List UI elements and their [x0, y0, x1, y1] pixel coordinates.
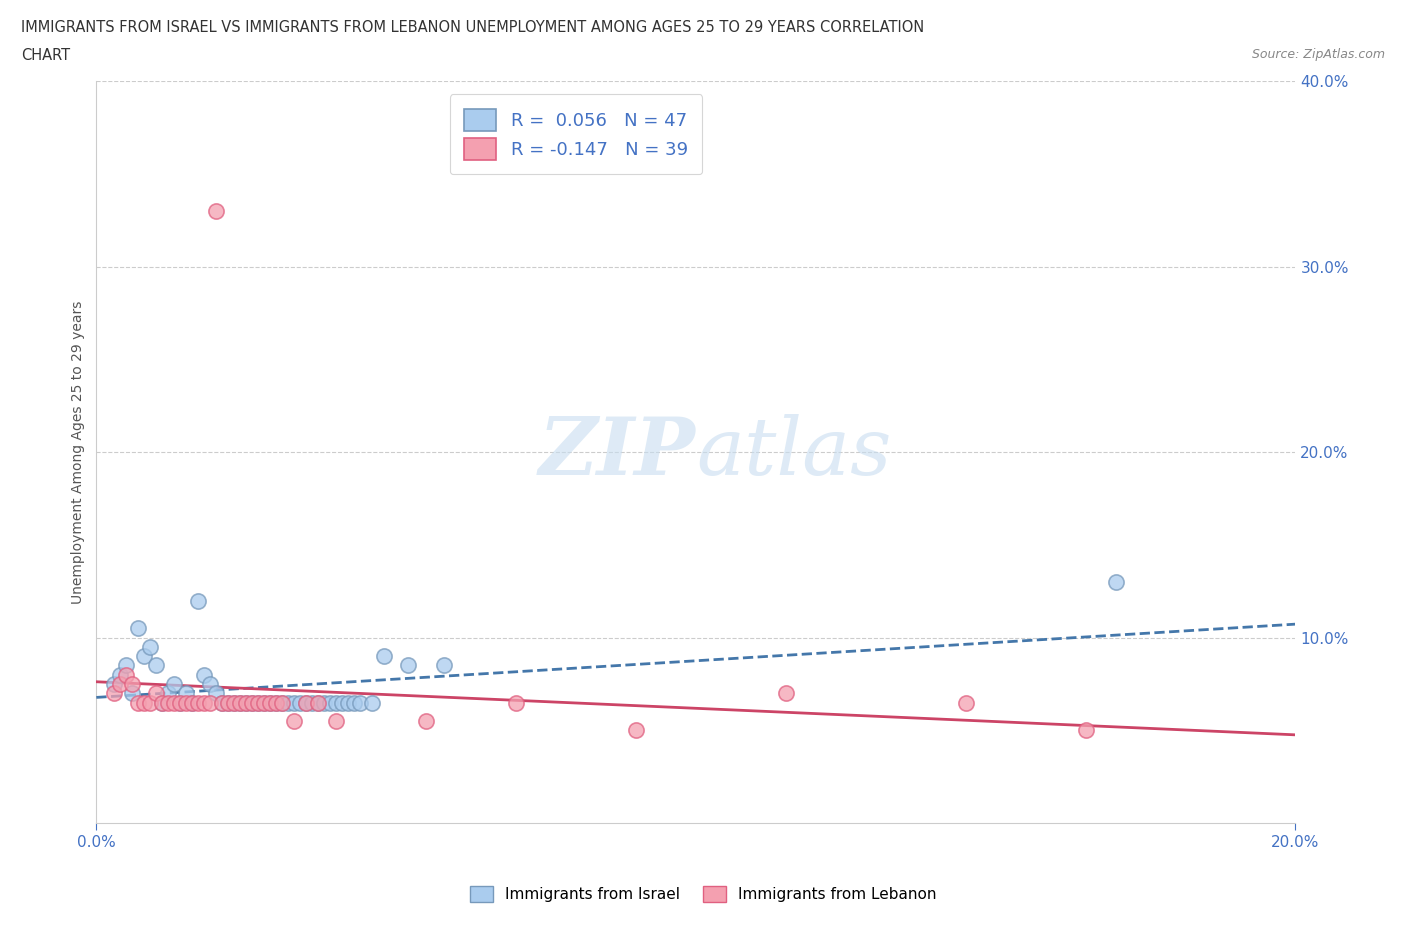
Point [271, 695, 294, 710]
Point [211, 695, 233, 710]
Point [174, 695, 197, 710]
Y-axis label: Unemployment Among Ages 25 to 29 years: Unemployment Among Ages 25 to 29 years [72, 300, 86, 604]
Point [200, 695, 222, 710]
Point [163, 695, 186, 710]
Point [163, 677, 186, 692]
Point [169, 695, 191, 710]
Point [240, 695, 263, 710]
Point [349, 695, 371, 710]
Point [150, 695, 173, 710]
Point [290, 695, 312, 710]
Point [624, 723, 647, 737]
Point [193, 695, 215, 710]
Point [187, 593, 209, 608]
Point [115, 668, 138, 683]
Point [145, 658, 167, 673]
Point [115, 658, 138, 673]
Point [247, 695, 270, 710]
Point [361, 695, 384, 710]
Point [224, 695, 246, 710]
Point [330, 695, 353, 710]
Point [134, 695, 156, 710]
Point [229, 695, 252, 710]
Point [121, 677, 143, 692]
Point [325, 695, 347, 710]
Point [217, 695, 239, 710]
Point [134, 649, 156, 664]
Point [127, 621, 149, 636]
Legend: R =  0.056   N = 47, R = -0.147   N = 39: R = 0.056 N = 47, R = -0.147 N = 39 [450, 94, 703, 174]
Point [433, 658, 456, 673]
Point [319, 695, 342, 710]
Point [110, 668, 132, 683]
Point [775, 685, 797, 700]
Text: CHART: CHART [21, 48, 70, 63]
Point [121, 685, 143, 700]
Point [235, 695, 257, 710]
Point [325, 713, 347, 728]
Point [295, 695, 318, 710]
Point [103, 685, 125, 700]
Point [253, 695, 276, 710]
Point [181, 695, 204, 710]
Point [240, 695, 263, 710]
Point [505, 695, 527, 710]
Point [283, 713, 305, 728]
Text: ZIP: ZIP [538, 414, 696, 491]
Point [187, 695, 209, 710]
Point [103, 677, 125, 692]
Point [247, 695, 270, 710]
Point [337, 695, 360, 710]
Point [283, 695, 305, 710]
Point [259, 695, 281, 710]
Point [145, 685, 167, 700]
Point [211, 695, 233, 710]
Point [224, 695, 246, 710]
Point [174, 685, 197, 700]
Point [127, 695, 149, 710]
Point [264, 695, 287, 710]
Point [229, 695, 252, 710]
Legend: Immigrants from Israel, Immigrants from Lebanon: Immigrants from Israel, Immigrants from … [464, 880, 942, 909]
Point [373, 649, 395, 664]
Point [415, 713, 437, 728]
Point [307, 695, 329, 710]
Point [314, 695, 336, 710]
Text: IMMIGRANTS FROM ISRAEL VS IMMIGRANTS FROM LEBANON UNEMPLOYMENT AMONG AGES 25 TO : IMMIGRANTS FROM ISRAEL VS IMMIGRANTS FRO… [21, 20, 924, 35]
Point [307, 695, 329, 710]
Point [253, 695, 276, 710]
Point [1104, 575, 1126, 590]
Point [205, 685, 228, 700]
Point [271, 695, 294, 710]
Point [157, 695, 180, 710]
Point [157, 685, 180, 700]
Point [343, 695, 366, 710]
Point [217, 695, 239, 710]
Point [110, 677, 132, 692]
Point [264, 695, 287, 710]
Text: Source: ZipAtlas.com: Source: ZipAtlas.com [1251, 48, 1385, 61]
Point [181, 695, 204, 710]
Point [277, 695, 299, 710]
Point [396, 658, 419, 673]
Point [150, 695, 173, 710]
Point [200, 677, 222, 692]
Point [955, 695, 977, 710]
Point [295, 695, 318, 710]
Point [193, 668, 215, 683]
Point [259, 695, 281, 710]
Point [139, 695, 162, 710]
Point [139, 640, 162, 655]
Point [205, 204, 228, 219]
Point [169, 695, 191, 710]
Text: atlas: atlas [696, 414, 891, 491]
Point [301, 695, 323, 710]
Point [235, 695, 257, 710]
Point [1074, 723, 1097, 737]
